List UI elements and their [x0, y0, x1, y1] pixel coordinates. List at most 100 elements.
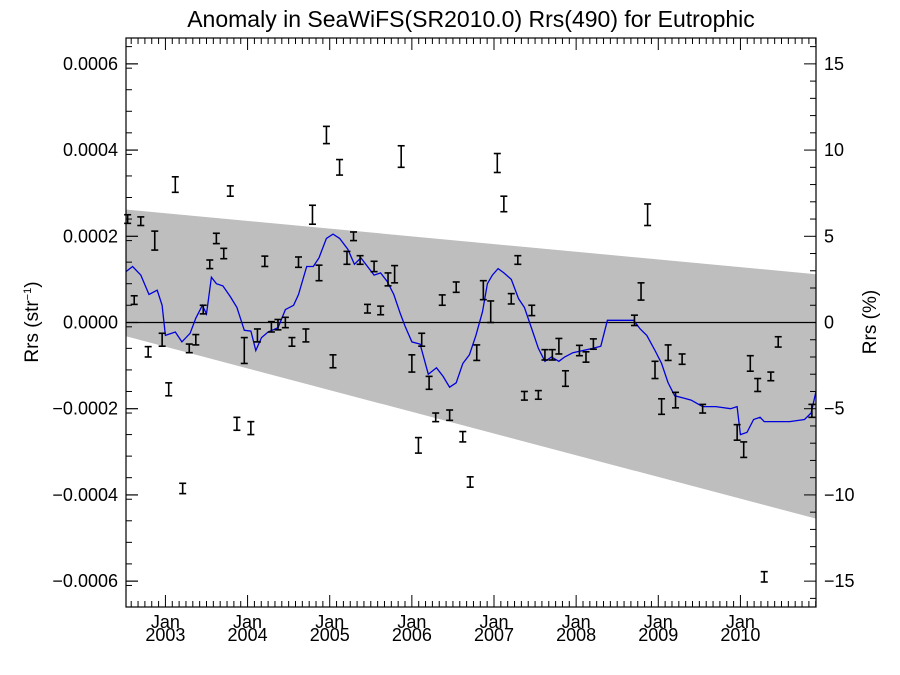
- error-bar-point: [192, 333, 200, 346]
- error-bar-point: [185, 343, 193, 354]
- x-tick-label-year: 2007: [474, 625, 514, 645]
- error-bar-point: [151, 230, 159, 251]
- error-bar-point: [699, 403, 707, 414]
- error-bar-point: [158, 332, 166, 348]
- error-bar-point: [315, 264, 323, 282]
- error-bar-point: [507, 292, 515, 305]
- error-bar-point: [664, 344, 672, 362]
- x-tick-label-month: Jan: [233, 612, 262, 632]
- error-bar-point: [171, 176, 179, 194]
- x-tick-label-month: Jan: [397, 612, 426, 632]
- error-bar-point: [274, 318, 282, 331]
- error-bar-point: [746, 354, 754, 373]
- error-bar-point: [165, 382, 173, 397]
- y-tick-label-right: 15: [824, 54, 844, 74]
- error-bar-point: [808, 403, 816, 419]
- error-bar-point: [479, 279, 487, 301]
- error-bar-point: [760, 570, 768, 583]
- y-tick-label-left: −0.0004: [52, 485, 118, 505]
- error-bar-point: [288, 336, 296, 348]
- y-tick-label-left: −0.0006: [52, 571, 118, 591]
- error-bar-point: [582, 351, 590, 363]
- error-bar-point: [561, 369, 569, 388]
- x-tick-label-month: Jan: [644, 612, 673, 632]
- error-bar-point: [179, 482, 187, 495]
- error-bar-point: [548, 348, 556, 361]
- error-bar-point: [446, 409, 454, 422]
- y-tick-label-right: −10: [824, 485, 855, 505]
- error-bar-point: [212, 232, 220, 245]
- y-tick-label-right: −5: [824, 399, 845, 419]
- error-bar-point: [130, 294, 138, 306]
- y-tick-label-left: 0.0006: [63, 54, 118, 74]
- y-tick-label-left: −0.0002: [52, 399, 118, 419]
- error-bar-point: [408, 354, 416, 373]
- error-bar-point: [253, 328, 261, 343]
- error-bar-point: [414, 436, 422, 454]
- error-bar-point: [247, 420, 255, 436]
- error-bar-point: [322, 125, 330, 145]
- error-bar-point: [575, 344, 583, 357]
- error-bar-points: [124, 125, 816, 583]
- error-bar-point: [377, 305, 385, 316]
- error-bar-point: [589, 338, 597, 351]
- x-tick-label-month: Jan: [726, 612, 755, 632]
- error-bar-point: [473, 344, 481, 362]
- error-bar-point: [630, 314, 638, 327]
- y-axis-label-left: Rrs (str−1): [22, 281, 43, 362]
- error-bar-point: [774, 335, 782, 348]
- error-bar-point: [370, 260, 378, 273]
- x-tick-label-year: 2010: [720, 625, 760, 645]
- error-bar-point: [233, 416, 241, 432]
- error-bar-point: [637, 282, 645, 301]
- y-tick-label-right: 0: [824, 313, 834, 333]
- x-tick-label-month: Jan: [315, 612, 344, 632]
- error-bar-point: [555, 337, 563, 355]
- error-bar-point: [438, 294, 446, 307]
- left-y-axis: 0.0006 0.0004 0.0002 0.0000 −0.0002 −0.0004 −0…: [52, 46, 138, 608]
- error-bar-point: [754, 377, 762, 393]
- error-bar-point: [466, 476, 474, 488]
- error-bar-point: [651, 360, 659, 380]
- error-bar-point: [672, 391, 680, 409]
- chart-title: Anomaly in SeaWiFS(SR2010.0) Rrs(490) fo…: [187, 6, 755, 32]
- error-bar-point: [302, 328, 310, 343]
- uncertainty-band: [126, 209, 816, 519]
- error-bar-point: [267, 320, 275, 333]
- error-bar-point: [432, 412, 440, 423]
- y-tick-label-right: 5: [824, 226, 834, 246]
- error-bar-point: [364, 303, 371, 314]
- x-tick-label-month: Jan: [479, 612, 508, 632]
- error-bar-point: [261, 255, 269, 268]
- error-bar-point: [336, 158, 344, 176]
- y-tick-label-left: 0.0002: [63, 226, 118, 246]
- error-bar-point: [487, 300, 495, 324]
- error-bar-point: [137, 216, 145, 227]
- x-tick-label-year: 2003: [145, 625, 185, 645]
- error-bar-point: [740, 441, 748, 459]
- error-bar-point: [534, 389, 542, 401]
- error-bar-point: [459, 430, 467, 443]
- error-bar-point: [500, 195, 508, 213]
- error-bar-point: [733, 423, 741, 441]
- error-bar-point: [356, 254, 364, 266]
- y-tick-label-left: 0.0004: [63, 140, 118, 160]
- x-tick-label-year: 2008: [556, 625, 596, 645]
- error-bar-point: [528, 304, 536, 317]
- error-bar-point: [199, 304, 207, 315]
- x-tick-label-year: 2005: [310, 625, 350, 645]
- y-tick-label-right: 10: [824, 140, 844, 160]
- error-bar-point: [220, 247, 228, 260]
- x-tick-label-month: Jan: [562, 612, 591, 632]
- error-bar-point: [384, 272, 392, 287]
- error-bar-point: [391, 264, 399, 284]
- error-bar-point: [308, 204, 316, 226]
- x-tick-label-year: 2009: [638, 625, 678, 645]
- error-bar-point: [295, 256, 302, 269]
- mean-trend-line: [125, 233, 817, 436]
- right-y-axis: 15 10 5 0 −5 −10 −15: [804, 46, 855, 599]
- plot-area: [124, 37, 817, 608]
- error-bar-point: [644, 203, 652, 227]
- error-bar-point: [493, 152, 501, 174]
